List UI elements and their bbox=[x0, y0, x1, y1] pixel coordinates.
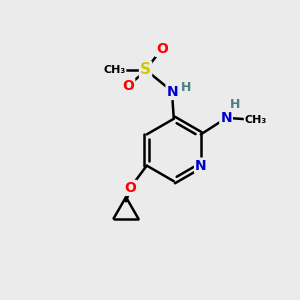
Text: O: O bbox=[156, 42, 168, 56]
Text: N: N bbox=[220, 111, 232, 125]
Text: H: H bbox=[230, 98, 240, 111]
Text: O: O bbox=[122, 79, 134, 93]
Text: O: O bbox=[124, 181, 136, 195]
Text: CH₃: CH₃ bbox=[103, 65, 125, 75]
Text: CH₃: CH₃ bbox=[245, 115, 267, 124]
Text: N: N bbox=[195, 159, 207, 172]
Text: S: S bbox=[140, 62, 151, 77]
Text: N: N bbox=[167, 85, 178, 99]
Text: H: H bbox=[181, 81, 191, 94]
